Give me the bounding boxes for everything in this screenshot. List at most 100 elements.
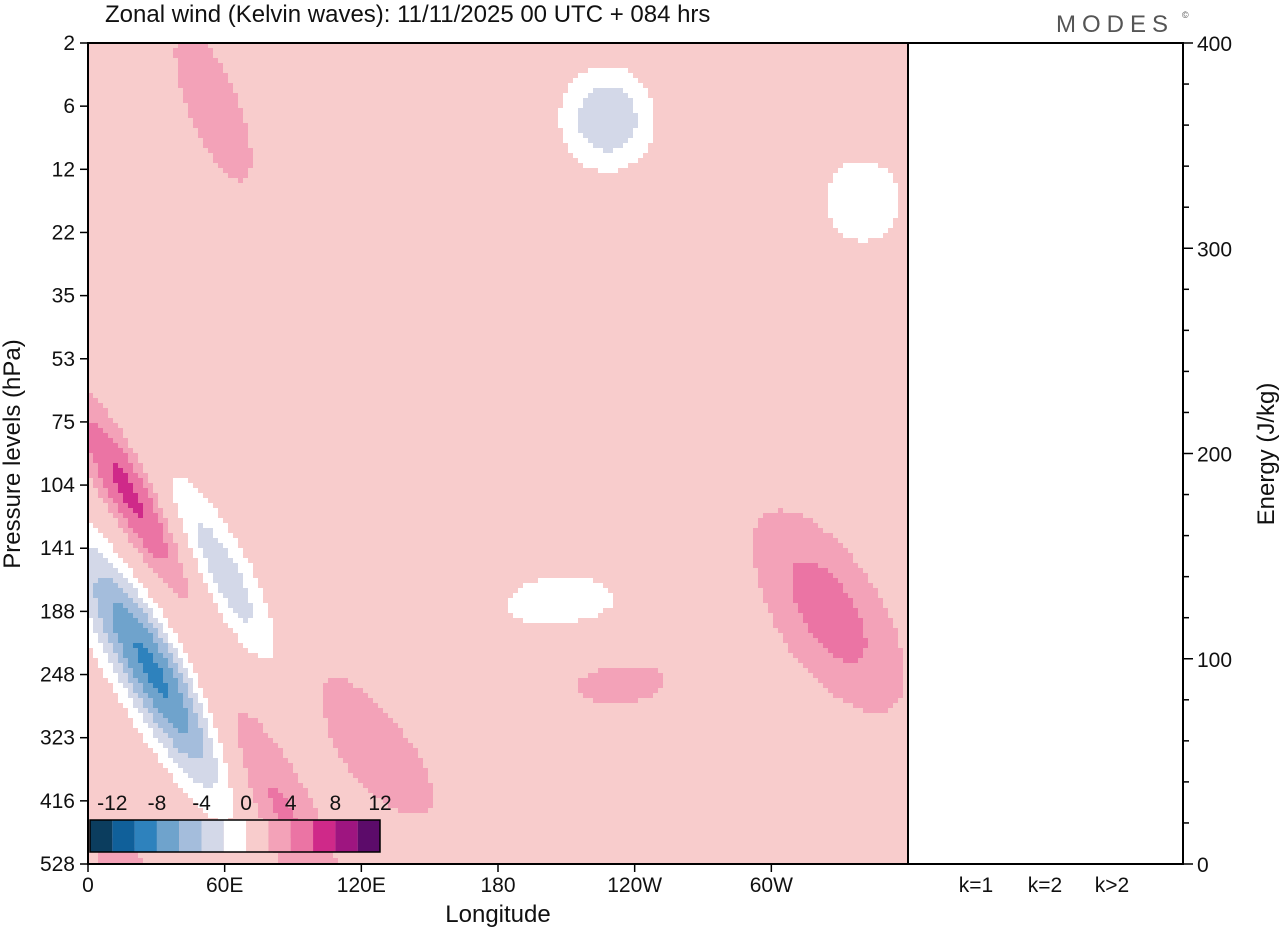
- contour-cell: [578, 113, 638, 118]
- contour-cell: [178, 73, 228, 78]
- contour-cell: [178, 678, 183, 683]
- contour-cell: [148, 548, 168, 553]
- contour-cell: [88, 263, 908, 268]
- contour-cell: [208, 498, 908, 503]
- contour-cell: [653, 108, 908, 113]
- contour-cell: [168, 543, 178, 548]
- contour-cell: [98, 858, 143, 863]
- contour-cell: [183, 98, 238, 103]
- contour-cell: [638, 698, 843, 703]
- contour-cell: [128, 453, 138, 458]
- contour-cell: [153, 503, 158, 508]
- contour-cell: [193, 668, 598, 673]
- contour-cell: [143, 553, 153, 558]
- contour-cell: [843, 543, 908, 548]
- contour-cell: [753, 563, 793, 568]
- contour-cell: [188, 728, 203, 733]
- contour-cell: [273, 618, 523, 623]
- contour-cell: [323, 708, 383, 713]
- contour-cell: [898, 698, 908, 703]
- contour-cell: [188, 753, 203, 758]
- contour-cell: [143, 468, 908, 473]
- contour-cell: [148, 648, 158, 653]
- contour-cell: [138, 648, 148, 653]
- contour-cell: [88, 768, 168, 773]
- contour-cell: [88, 398, 98, 403]
- contour-cell: [163, 728, 178, 733]
- contour-cell: [263, 588, 518, 593]
- contour-cell: [268, 788, 278, 793]
- contour-cell: [373, 793, 433, 798]
- contour-cell: [898, 633, 908, 638]
- contour-cell: [218, 163, 253, 168]
- contour-cell: [578, 688, 658, 693]
- contour-cell: [278, 743, 333, 748]
- contour-cell: [333, 848, 908, 853]
- contour-cell: [228, 173, 248, 178]
- contour-cell: [153, 718, 168, 723]
- contour-cell: [98, 608, 113, 613]
- contour-cell: [88, 168, 223, 173]
- contour-cell: [783, 638, 818, 643]
- contour-cell: [198, 683, 323, 688]
- contour-cell: [163, 538, 173, 543]
- contour-cell: [88, 343, 908, 348]
- contour-cell: [263, 598, 508, 603]
- contour-cell: [758, 568, 793, 573]
- contour-cell: [253, 798, 273, 803]
- contour-cell: [183, 693, 188, 698]
- contour-cell: [88, 608, 98, 613]
- contour-cell: [903, 683, 908, 688]
- contour-cell: [228, 773, 248, 778]
- contour-cell: [243, 178, 833, 183]
- contour-cell: [108, 493, 123, 498]
- contour-cell: [203, 693, 323, 698]
- contour-cell: [403, 733, 908, 738]
- contour-cell: [208, 148, 253, 153]
- contour-cell: [158, 573, 183, 578]
- energy-bar: [1023, 863, 1067, 864]
- contour-cell: [88, 453, 93, 458]
- contour-cell: [803, 613, 858, 618]
- y-tick-label: 2: [63, 32, 75, 55]
- contour-cell: [138, 498, 153, 503]
- contour-cell: [198, 133, 248, 138]
- contour-cell: [88, 188, 828, 193]
- contour-cell: [163, 638, 168, 643]
- contour-cell: [88, 393, 93, 398]
- contour-cell: [863, 648, 903, 653]
- contour-cell: [898, 183, 908, 188]
- contour-cell: [603, 583, 758, 588]
- contour-cell: [88, 373, 908, 378]
- contour-cell: [203, 143, 248, 148]
- contour-cell: [133, 528, 163, 533]
- contour-cell: [93, 628, 103, 633]
- contour-cell: [238, 613, 253, 618]
- contour-cell: [283, 748, 338, 753]
- contour-cell: [88, 598, 98, 603]
- contour-cell: [168, 753, 188, 758]
- contour-cell: [418, 748, 908, 753]
- contour-cell: [863, 653, 903, 658]
- contour-cell: [88, 448, 123, 453]
- contour-cell: [88, 88, 183, 93]
- contour-cell: [273, 648, 788, 653]
- contour-cell: [323, 703, 378, 708]
- contour-cell: [818, 638, 868, 643]
- contour-cell: [278, 813, 293, 818]
- contour-cell: [163, 678, 178, 683]
- contour-cell: [128, 608, 143, 613]
- contour-cell: [793, 563, 818, 568]
- contour-cell: [898, 198, 908, 203]
- brand-logo: MODES ©: [1056, 10, 1189, 38]
- contour-cell: [138, 473, 148, 478]
- contour-cell: [183, 698, 193, 703]
- contour-cell: [593, 578, 758, 583]
- contour-cell: [133, 703, 143, 708]
- contour-cell: [248, 778, 298, 783]
- contour-cell: [178, 728, 188, 733]
- contour-cell: [348, 768, 428, 773]
- contour-cell: [138, 603, 148, 608]
- contour-cell: [213, 723, 238, 728]
- contour-cell: [193, 698, 198, 703]
